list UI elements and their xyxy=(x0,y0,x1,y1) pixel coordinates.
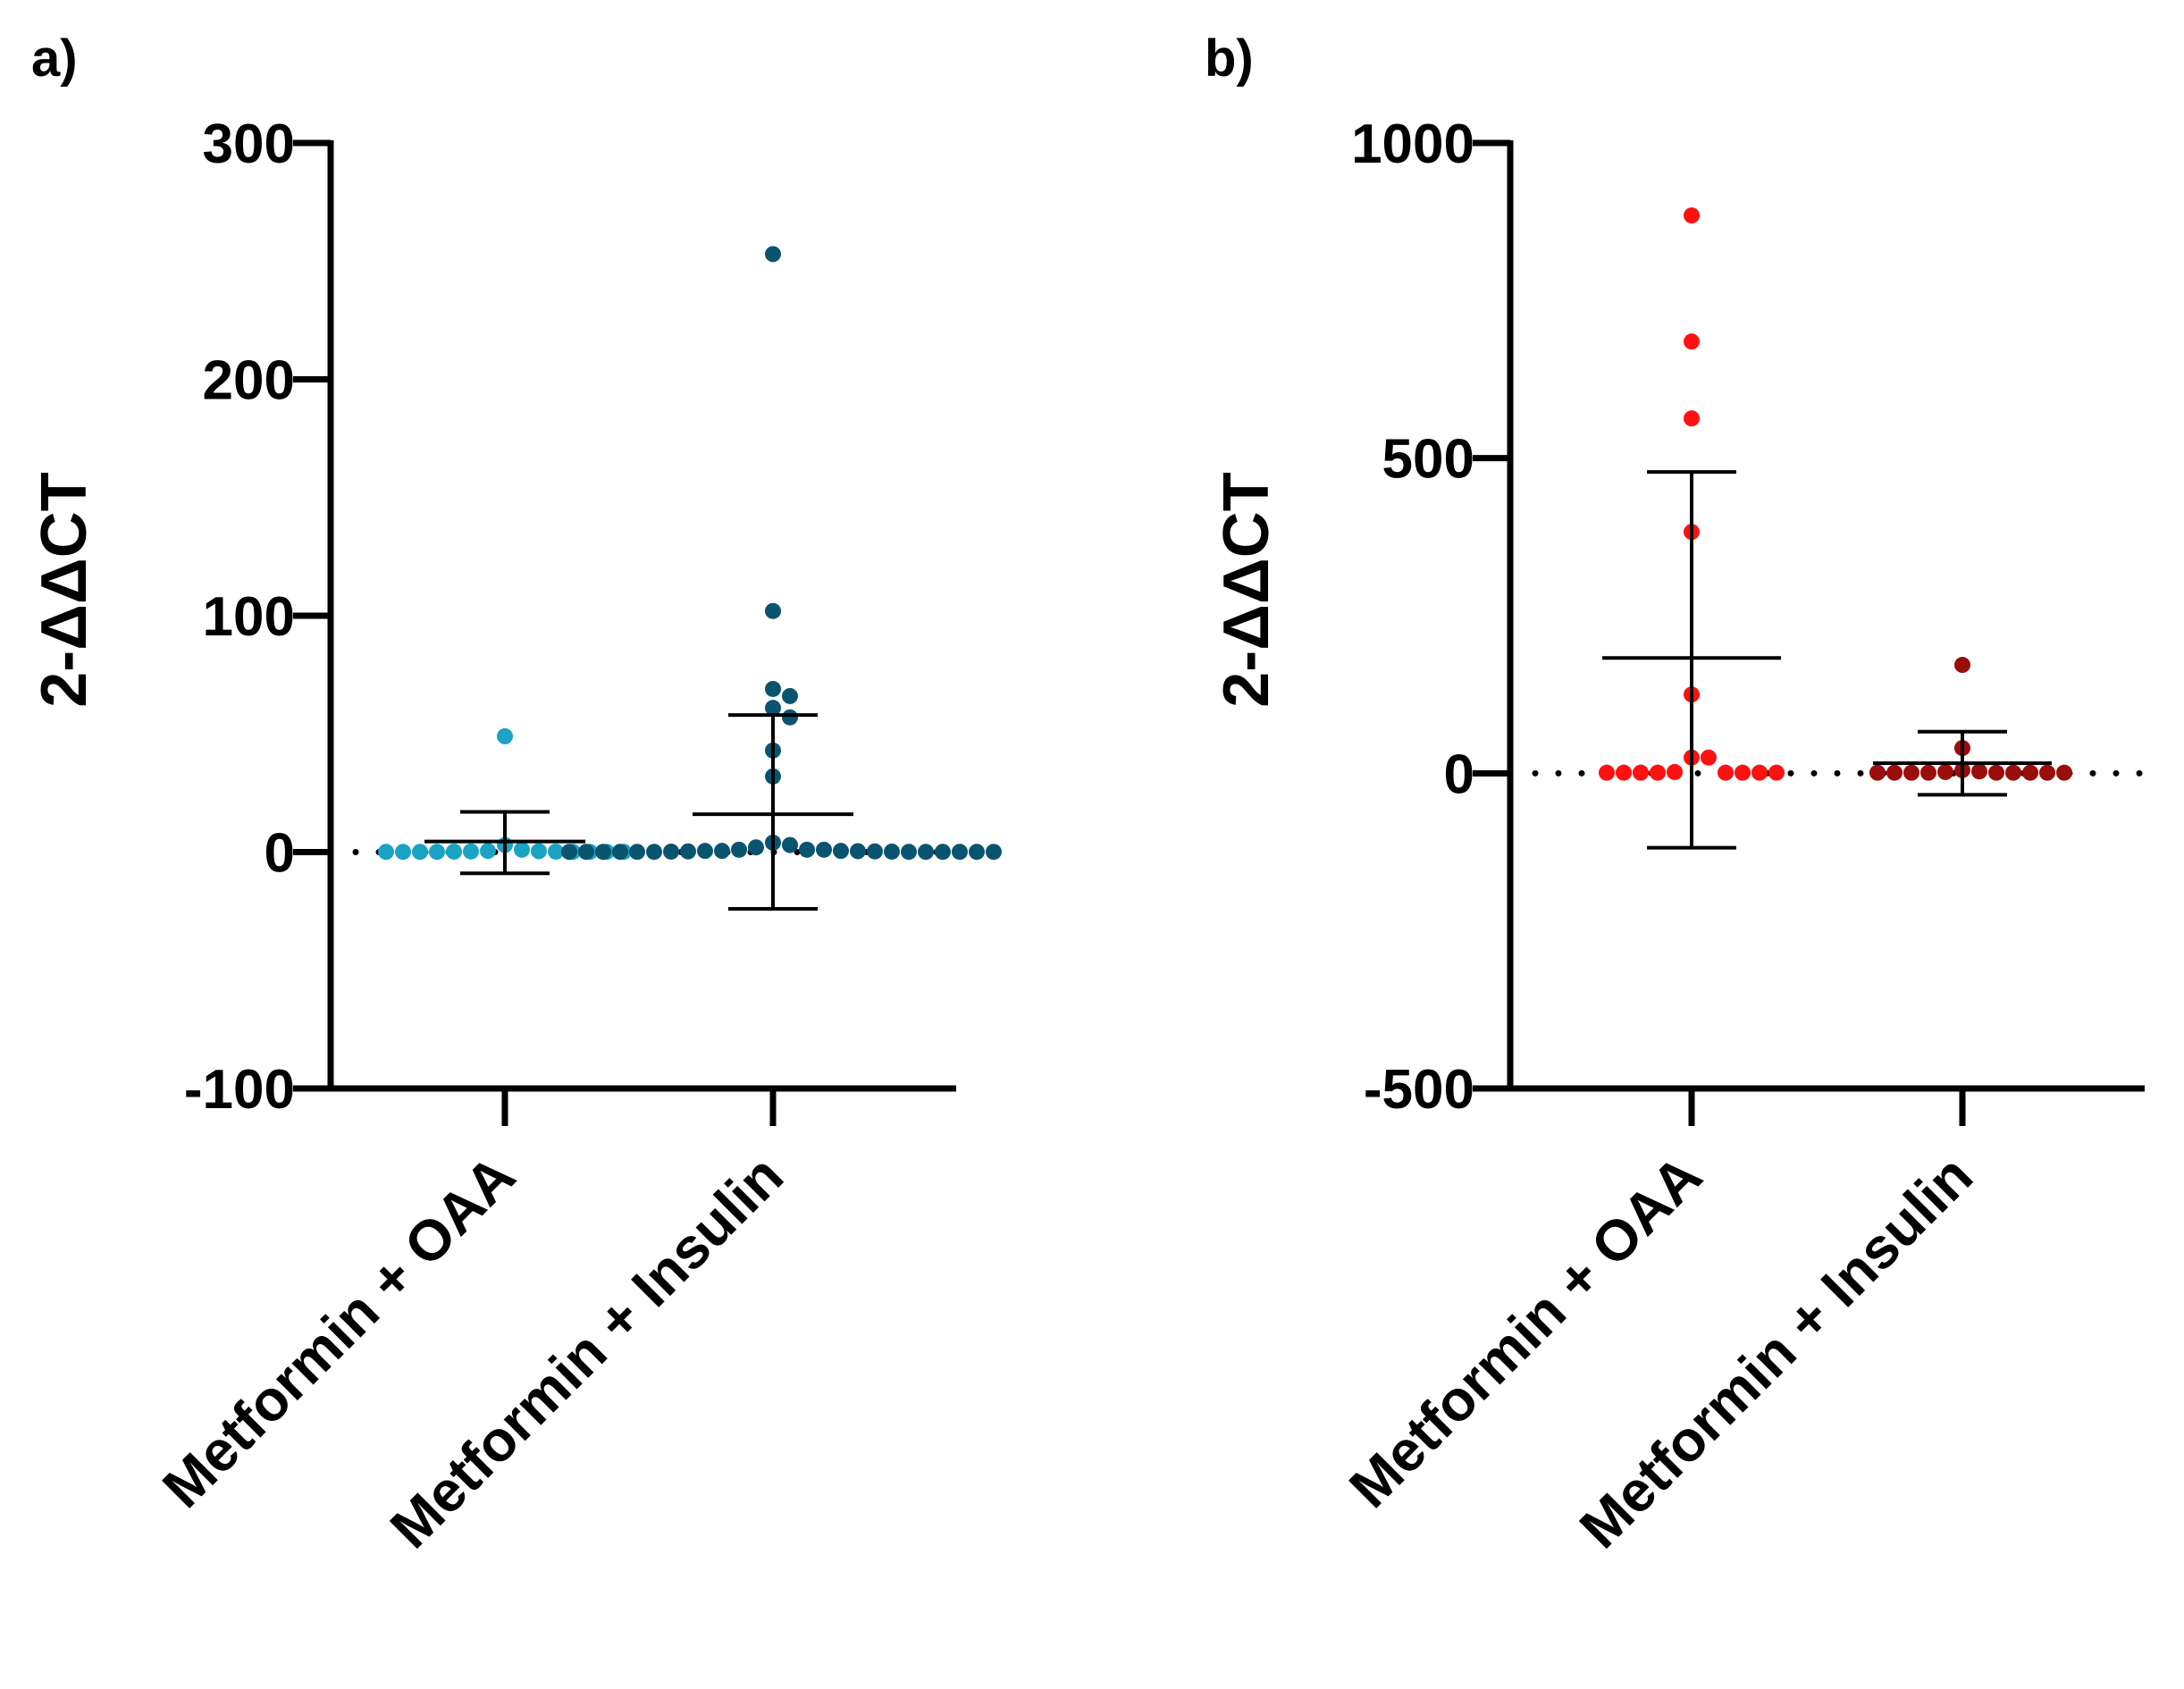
y-axis-label: 2-ΔΔCT xyxy=(1211,472,1282,708)
data-point xyxy=(1971,763,1987,780)
data-point xyxy=(765,700,781,717)
data-point xyxy=(531,843,547,860)
y-tick-label: 300 xyxy=(203,113,295,175)
data-point xyxy=(1768,764,1785,781)
data-point xyxy=(731,841,747,858)
data-point xyxy=(2005,764,2021,781)
y-tick-label: 1000 xyxy=(1351,113,1474,175)
data-point xyxy=(1667,763,1683,780)
y-tick-label: 0 xyxy=(265,823,295,885)
data-point xyxy=(901,844,917,861)
data-point xyxy=(748,839,764,856)
data-point xyxy=(2022,764,2038,781)
data-point xyxy=(561,844,577,861)
data-point xyxy=(629,844,645,861)
data-point xyxy=(446,843,462,860)
data-point xyxy=(1751,764,1768,781)
data-point xyxy=(1650,764,1666,781)
data-point xyxy=(412,844,428,861)
data-point xyxy=(765,246,781,263)
data-point xyxy=(867,843,883,860)
data-point xyxy=(782,836,798,853)
data-point xyxy=(1616,764,1632,781)
data-point xyxy=(765,680,781,697)
data-point xyxy=(2039,764,2055,781)
data-point xyxy=(663,843,679,860)
data-point xyxy=(969,844,985,861)
data-point xyxy=(986,844,1002,861)
data-point xyxy=(952,844,968,861)
data-point xyxy=(782,709,798,726)
data-point xyxy=(884,843,900,860)
data-point xyxy=(1954,657,1970,674)
data-point xyxy=(1684,410,1700,427)
data-point xyxy=(765,602,781,619)
data-point xyxy=(612,844,628,861)
data-point xyxy=(799,841,815,858)
data-point xyxy=(1684,207,1700,224)
data-point xyxy=(1701,749,1717,766)
data-point xyxy=(514,841,530,858)
data-point xyxy=(497,727,513,744)
y-tick-label: 100 xyxy=(203,586,295,648)
data-point xyxy=(1869,764,1886,781)
data-point xyxy=(918,844,934,861)
data-point xyxy=(378,844,394,861)
panel-label: a) xyxy=(31,29,78,88)
y-tick-label: -100 xyxy=(184,1059,295,1121)
data-point xyxy=(1599,764,1615,781)
data-point xyxy=(578,844,594,861)
y-tick-label: -500 xyxy=(1364,1059,1474,1121)
data-point xyxy=(1735,764,1751,781)
data-point xyxy=(697,843,713,860)
data-point xyxy=(1633,764,1649,781)
data-point xyxy=(1903,764,1919,781)
data-point xyxy=(1920,764,1936,781)
data-point xyxy=(1718,764,1734,781)
y-tick-label: 500 xyxy=(1382,429,1474,491)
y-axis-label: 2-ΔΔCT xyxy=(29,472,100,708)
data-point xyxy=(463,843,479,860)
data-point xyxy=(935,844,951,861)
data-point xyxy=(1937,763,1953,780)
data-point xyxy=(714,843,730,860)
data-point xyxy=(548,843,564,860)
y-tick-label: 0 xyxy=(1444,744,1474,805)
data-point xyxy=(2056,764,2072,781)
data-point xyxy=(1684,333,1700,350)
data-point xyxy=(833,843,849,860)
data-point xyxy=(850,843,866,860)
data-point xyxy=(680,843,696,860)
data-point xyxy=(816,841,832,858)
data-point xyxy=(595,844,611,861)
data-point xyxy=(646,844,662,861)
y-tick-label: 200 xyxy=(203,350,295,412)
data-point xyxy=(1886,764,1903,781)
panel-label: b) xyxy=(1205,29,1254,88)
data-point xyxy=(395,844,411,861)
data-point xyxy=(480,843,496,860)
data-point xyxy=(782,687,798,704)
data-point xyxy=(429,844,445,861)
data-point xyxy=(1988,764,2004,781)
